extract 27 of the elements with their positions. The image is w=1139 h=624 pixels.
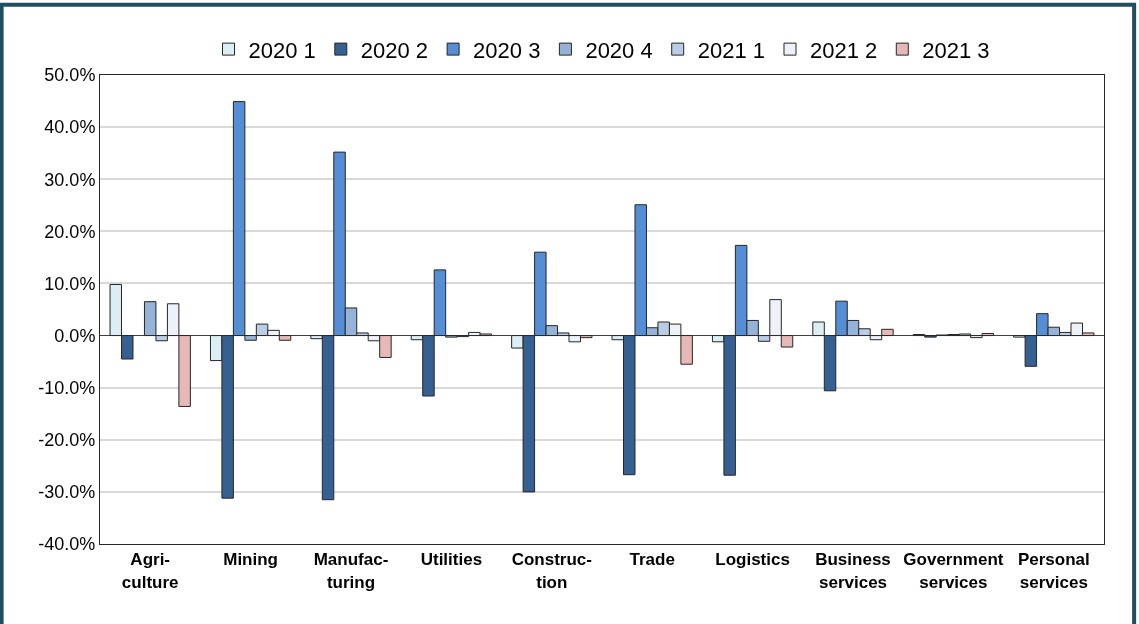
y-tick-label: -10.0%	[38, 377, 96, 398]
y-tick-label: 0.0%	[54, 325, 96, 346]
legend-label: 2021 1	[697, 37, 765, 63]
legend-label: 2020 2	[360, 37, 429, 63]
x-tick-label: Agri- culture	[121, 550, 179, 592]
x-tick-label: Business services	[815, 550, 891, 592]
y-tick-label: 30.0%	[44, 169, 96, 190]
legend-label: 2020 1	[248, 37, 316, 63]
x-tick-label: Utilities	[420, 550, 483, 570]
legend-label: 2020 3	[473, 37, 541, 63]
y-tick-label: 10.0%	[44, 273, 96, 294]
y-tick-label: 40.0%	[44, 117, 96, 138]
x-tick-label: Logistics	[715, 550, 790, 570]
x-tick-label: Trade	[629, 550, 675, 570]
x-tick-label: Mining	[223, 550, 278, 570]
y-tick-label: 50.0%	[44, 65, 96, 86]
x-tick-label: Construc- tion	[511, 550, 592, 592]
y-tick-label: -30.0%	[38, 482, 96, 503]
legend-label: 2021 3	[922, 37, 990, 63]
x-tick-label: Personal services	[1017, 550, 1090, 592]
x-tick-label: Manufac- turing	[313, 550, 389, 592]
legend-label: 2020 4	[585, 37, 653, 63]
y-tick-label: -20.0%	[38, 430, 96, 451]
legend-label: 2021 2	[809, 37, 878, 63]
y-tick-label: -40.0%	[38, 534, 96, 555]
y-tick-label: 20.0%	[44, 221, 96, 242]
x-tick-label: Government services	[903, 550, 1004, 592]
